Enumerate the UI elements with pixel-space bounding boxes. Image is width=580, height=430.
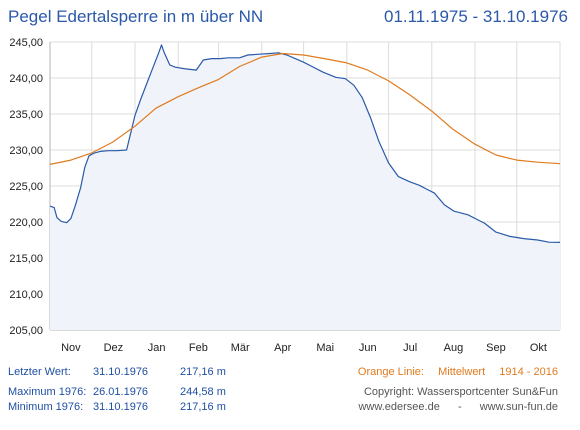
y-tick-label: 225,00 bbox=[9, 181, 43, 193]
x-tick-label: Jan bbox=[148, 342, 166, 354]
y-tick-label: 240,00 bbox=[9, 73, 43, 85]
minimum-value: 217,16 m bbox=[180, 401, 226, 413]
y-axis: 205,00 210,00 215,00 220,00 225,00 230,00 235,… bbox=[9, 37, 43, 337]
website-separator: - bbox=[457, 401, 462, 413]
website-sunfun-link[interactable]: www.sun-fun.de bbox=[479, 401, 558, 413]
mean-legend-text: Mittelwert bbox=[438, 366, 486, 378]
last-value-label: Letzter Wert: bbox=[8, 366, 71, 378]
maximum-label: Maximum 1976: bbox=[8, 386, 87, 398]
last-value-date: 31.10.1976 bbox=[93, 366, 149, 378]
mean-legend-label: Orange Linie: bbox=[357, 366, 424, 378]
y-tick-label: 230,00 bbox=[9, 145, 43, 157]
y-tick-label: 205,00 bbox=[9, 325, 43, 337]
websites: www.edersee.de - www.sun-fun.de bbox=[358, 401, 558, 413]
y-tick-label: 235,00 bbox=[9, 109, 43, 121]
website-edersee-link[interactable]: www.edersee.de bbox=[358, 401, 440, 413]
mean-legend-years: 1914 - 2016 bbox=[499, 366, 558, 378]
x-tick-label: Apr bbox=[274, 342, 291, 354]
x-tick-label: Jun bbox=[359, 342, 377, 354]
chart-title: Pegel Edertalsperre in m über NN bbox=[8, 7, 264, 26]
y-tick-label: 220,00 bbox=[9, 217, 43, 229]
level-area bbox=[50, 44, 560, 331]
y-tick-label: 215,00 bbox=[9, 253, 43, 265]
chart-area: 205,00 210,00 215,00 220,00 225,00 230,00 235,… bbox=[9, 37, 561, 354]
maximum-date: 26.01.1976 bbox=[93, 386, 149, 398]
x-tick-label: Jul bbox=[403, 342, 417, 354]
minimum-date: 31.10.1976 bbox=[93, 401, 149, 413]
date-range: 01.11.1975 - 31.10.1976 bbox=[383, 7, 568, 26]
x-tick-label: Mai bbox=[316, 342, 334, 354]
x-tick-label: Feb bbox=[189, 342, 208, 354]
x-tick-label: Okt bbox=[530, 342, 547, 354]
x-tick-label: Mär bbox=[231, 342, 250, 354]
level-fill-area bbox=[50, 44, 560, 331]
minimum-label: Minimum 1976: bbox=[8, 401, 84, 413]
x-tick-label: Nov bbox=[61, 342, 81, 354]
mean-legend: Orange Linie: Mittelwert 1914 - 2016 bbox=[358, 366, 558, 378]
mean-level-line bbox=[49, 52, 561, 165]
water-level-line bbox=[49, 44, 561, 243]
series-lines bbox=[49, 44, 561, 243]
x-tick-label: Sep bbox=[486, 342, 506, 354]
maximum-value: 244,58 m bbox=[180, 386, 226, 398]
x-tick-label: Dez bbox=[104, 342, 124, 354]
copyright: Copyright: Wassersportcenter Sun&Fun bbox=[363, 386, 558, 398]
x-tick-label: Aug bbox=[444, 342, 464, 354]
x-axis: Nov Dez Jan Feb Mär Apr Mai Jun Jul Aug Sep Okt bbox=[61, 342, 547, 354]
y-tick-label: 210,00 bbox=[9, 289, 43, 301]
last-value: 217,16 m bbox=[180, 366, 226, 378]
y-tick-label: 245,00 bbox=[9, 37, 43, 49]
